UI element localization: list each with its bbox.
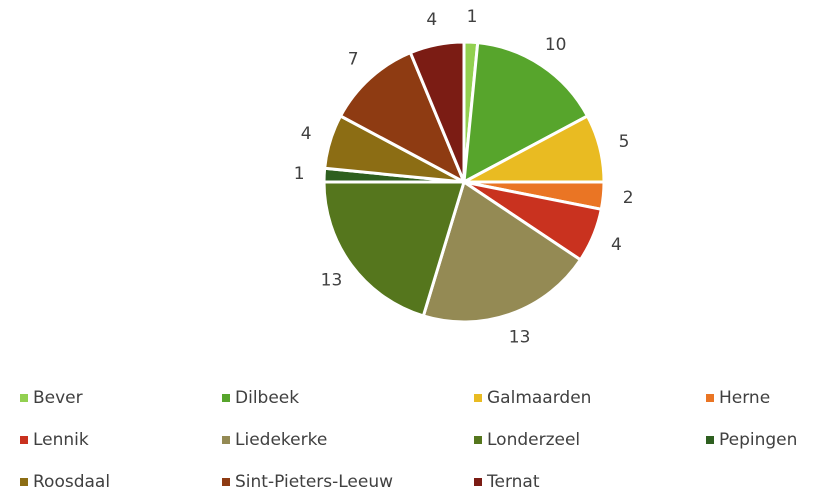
legend-swatch: [474, 436, 482, 444]
pie-slice: [338, 50, 467, 186]
data-label: 2: [623, 188, 634, 208]
legend-swatch: [706, 394, 714, 402]
legend-swatch: [706, 436, 714, 444]
pie-slice: [322, 180, 467, 318]
legend-label: Pepingen: [719, 430, 797, 450]
data-label: 5: [619, 132, 630, 152]
legend-label: Londerzeel: [487, 430, 580, 450]
data-label: 13: [321, 270, 343, 290]
legend-swatch: [222, 394, 230, 402]
legend-label: Lennik: [33, 430, 89, 450]
data-label: 10: [545, 35, 567, 55]
data-label: 4: [301, 124, 312, 144]
legend-swatch: [222, 436, 230, 444]
pie-slice: [408, 40, 466, 183]
legend-label: Bever: [33, 388, 83, 408]
legend-label: Liedekerke: [235, 430, 327, 450]
legend-label: Sint-Pieters-Leeuw: [235, 472, 393, 492]
pie-slice: [421, 179, 583, 324]
legend-label: Galmaarden: [487, 388, 591, 408]
legend-label: Ternat: [486, 472, 540, 492]
legend-swatch: [20, 436, 28, 444]
legend-swatch: [222, 478, 230, 486]
data-label: 4: [426, 10, 437, 30]
data-label: 4: [611, 235, 622, 255]
legend-label: Roosdaal: [33, 472, 110, 492]
data-label: 1: [294, 164, 305, 184]
data-label: 1: [467, 7, 478, 27]
legend-swatch: [20, 394, 28, 402]
legend-swatch: [20, 478, 28, 486]
data-label: 7: [348, 50, 359, 70]
legend-label: Herne: [719, 388, 770, 408]
data-label: 13: [509, 327, 531, 347]
pie-slice: [462, 41, 590, 185]
legend-swatch: [474, 478, 482, 486]
legend-swatch: [474, 394, 482, 402]
legend-label: Dilbeek: [235, 388, 299, 408]
